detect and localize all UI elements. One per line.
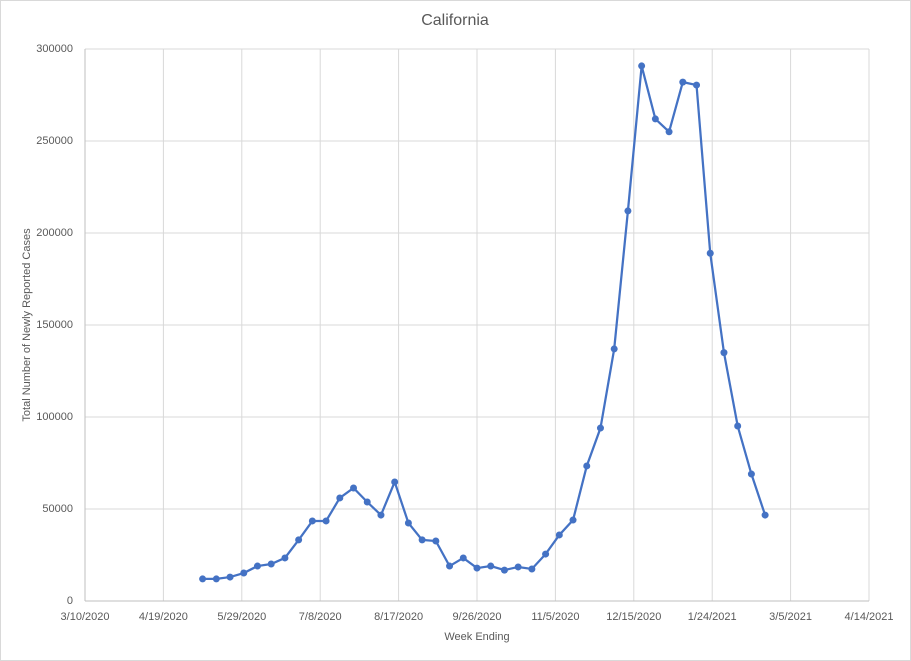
data-point (693, 81, 701, 89)
data-point (720, 349, 728, 357)
data-point (542, 550, 550, 558)
x-tick-label: 8/17/2020 (374, 611, 423, 623)
data-point (665, 128, 673, 136)
data-point (514, 563, 522, 571)
data-point (651, 115, 659, 123)
data-point (432, 537, 440, 545)
y-tick-label: 150000 (36, 319, 73, 331)
data-point (418, 536, 426, 544)
data-point (240, 569, 248, 577)
data-point (761, 511, 769, 519)
y-tick-label: 50000 (42, 503, 73, 515)
y-tick-label: 100000 (36, 411, 73, 423)
data-point (308, 517, 316, 525)
data-point (624, 207, 632, 215)
data-point (734, 422, 742, 430)
data-point (391, 478, 399, 486)
x-tick-label: 4/14/2021 (845, 611, 894, 623)
x-tick-label: 4/19/2020 (139, 611, 188, 623)
data-point (706, 249, 714, 257)
data-point (569, 516, 577, 524)
data-point (747, 470, 755, 478)
data-point (199, 575, 207, 583)
x-tick-label: 3/10/2020 (61, 611, 110, 623)
data-point (596, 424, 604, 432)
data-point (350, 484, 358, 492)
data-point (473, 564, 481, 572)
x-tick-label: 3/5/2021 (769, 611, 812, 623)
data-point (528, 565, 536, 573)
data-point (226, 573, 234, 581)
x-tick-label: 5/29/2020 (217, 611, 266, 623)
data-point (610, 345, 618, 353)
data-point (212, 575, 220, 583)
data-point (336, 494, 344, 502)
chart-title: California (421, 12, 489, 29)
data-point (363, 498, 371, 506)
x-tick-label: 11/5/2020 (531, 611, 579, 623)
series-line (202, 65, 767, 581)
x-axis-title: Week Ending (444, 631, 509, 643)
data-point (500, 566, 508, 574)
data-point (404, 519, 412, 527)
data-point (583, 462, 591, 470)
x-tick-label: 9/26/2020 (453, 611, 502, 623)
y-tick-label: 250000 (36, 135, 73, 147)
data-point (322, 517, 330, 525)
y-tick-label: 0 (67, 595, 73, 607)
data-point (281, 554, 289, 562)
data-point (638, 62, 646, 70)
data-point (295, 536, 303, 544)
data-point (253, 562, 261, 570)
data-point (459, 554, 467, 562)
x-tick-label: 1/24/2021 (688, 611, 737, 623)
x-tick-label: 7/8/2020 (299, 611, 342, 623)
data-point (377, 511, 385, 519)
y-tick-label: 200000 (36, 227, 73, 239)
x-tick-label: 12/15/2020 (606, 611, 661, 623)
data-point (555, 531, 563, 539)
data-point (679, 78, 687, 86)
y-axis-title: Total Number of Newly Reported Cases (21, 228, 33, 422)
data-point (487, 562, 495, 570)
y-tick-label: 300000 (36, 43, 73, 55)
data-point (446, 562, 454, 570)
data-point (267, 560, 275, 568)
